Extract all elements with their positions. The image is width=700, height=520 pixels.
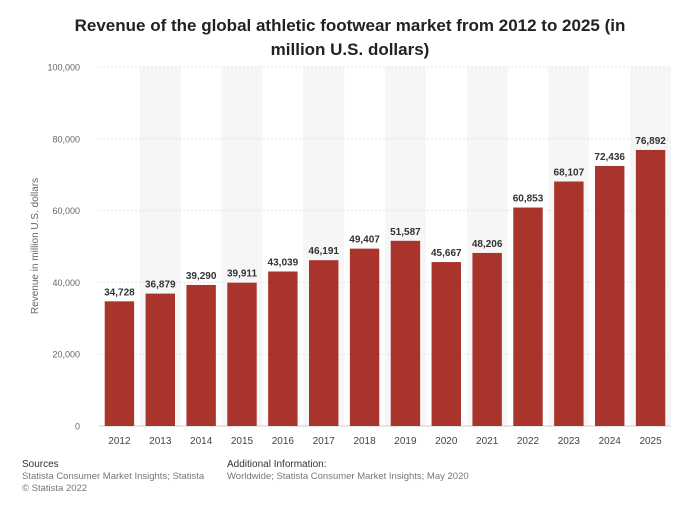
data-label: 36,879 — [145, 280, 176, 291]
bar — [349, 248, 380, 426]
x-tick-label: 2016 — [272, 436, 295, 447]
bar — [635, 149, 666, 427]
x-tick-label: 2014 — [190, 436, 213, 447]
bar — [472, 252, 502, 426]
x-tick-label: 2018 — [353, 436, 376, 447]
data-label: 39,290 — [186, 271, 217, 282]
x-tick-label: 2022 — [517, 436, 540, 447]
y-tick-label: 80,000 — [52, 134, 80, 144]
bar — [390, 240, 421, 426]
x-tick-label: 2015 — [231, 436, 254, 447]
y-tick-label: 0 — [75, 422, 80, 432]
bar — [513, 207, 543, 426]
sources-text: Statista Consumer Market Insights; Stati… — [22, 471, 205, 482]
x-tick-label: 2017 — [313, 436, 336, 447]
x-tick-labels: 2012 2013 2014 2015 2016 2017 2018 2019 2020 2021… — [108, 436, 662, 447]
sources-block: Sources Statista Consumer Market Insight… — [22, 459, 204, 495]
data-label: 51,587 — [390, 227, 421, 238]
y-axis-label: Revenue in million U.S. dollars — [30, 178, 41, 314]
bar-chart: 34,728 36,879 39,290 39,911 43,039 46,191 49,4… — [30, 63, 671, 447]
bar — [227, 282, 257, 426]
y-tick-label: 100,000 — [47, 63, 80, 73]
data-label: 72,436 — [594, 152, 625, 163]
data-label: 43,039 — [268, 257, 299, 268]
bar — [104, 301, 135, 426]
bar — [554, 181, 584, 426]
value-labels: 34,728 36,879 39,290 39,911 43,039 46,191 49,4… — [104, 136, 666, 298]
y-tick-label: 40,000 — [52, 278, 80, 288]
x-tick-label: 2021 — [476, 436, 499, 447]
data-label: 48,206 — [472, 239, 503, 250]
bar — [268, 271, 298, 426]
x-tick-label: 2019 — [394, 436, 417, 447]
data-label: 49,407 — [349, 235, 380, 246]
bars — [104, 149, 666, 427]
x-tick-label: 2020 — [435, 436, 458, 447]
bar — [595, 165, 625, 426]
x-tick-label: 2023 — [558, 436, 581, 447]
additional-info-text: Worldwide; Statista Consumer Market Insi… — [227, 471, 469, 482]
x-tick-label: 2024 — [599, 436, 622, 447]
x-tick-label: 2013 — [149, 436, 172, 447]
data-label: 46,191 — [308, 246, 339, 257]
bar — [431, 262, 461, 426]
copyright-text: © Statista 2022 — [22, 483, 88, 494]
sources-heading: Sources — [22, 459, 59, 470]
data-label: 76,892 — [635, 136, 666, 147]
data-label: 60,853 — [513, 194, 544, 205]
bar — [309, 260, 339, 426]
x-tick-label: 2025 — [639, 436, 662, 447]
data-label: 68,107 — [554, 167, 585, 178]
data-label: 45,667 — [431, 248, 462, 259]
bar — [186, 284, 216, 426]
chart-title: Revenue of the global athletic footwear … — [74, 16, 626, 59]
data-label: 39,911 — [227, 269, 257, 280]
additional-info-heading: Additional Information: — [227, 459, 327, 470]
y-tick-labels: 0 20,000 40,000 60,000 80,000 100,000 — [47, 63, 80, 432]
bar — [145, 293, 175, 426]
additional-info-block: Additional Information: Worldwide; Stati… — [227, 459, 469, 483]
x-tick-label: 2012 — [108, 436, 131, 447]
data-label: 34,728 — [104, 287, 135, 298]
y-tick-label: 20,000 — [52, 350, 80, 360]
y-tick-label: 60,000 — [52, 206, 80, 216]
